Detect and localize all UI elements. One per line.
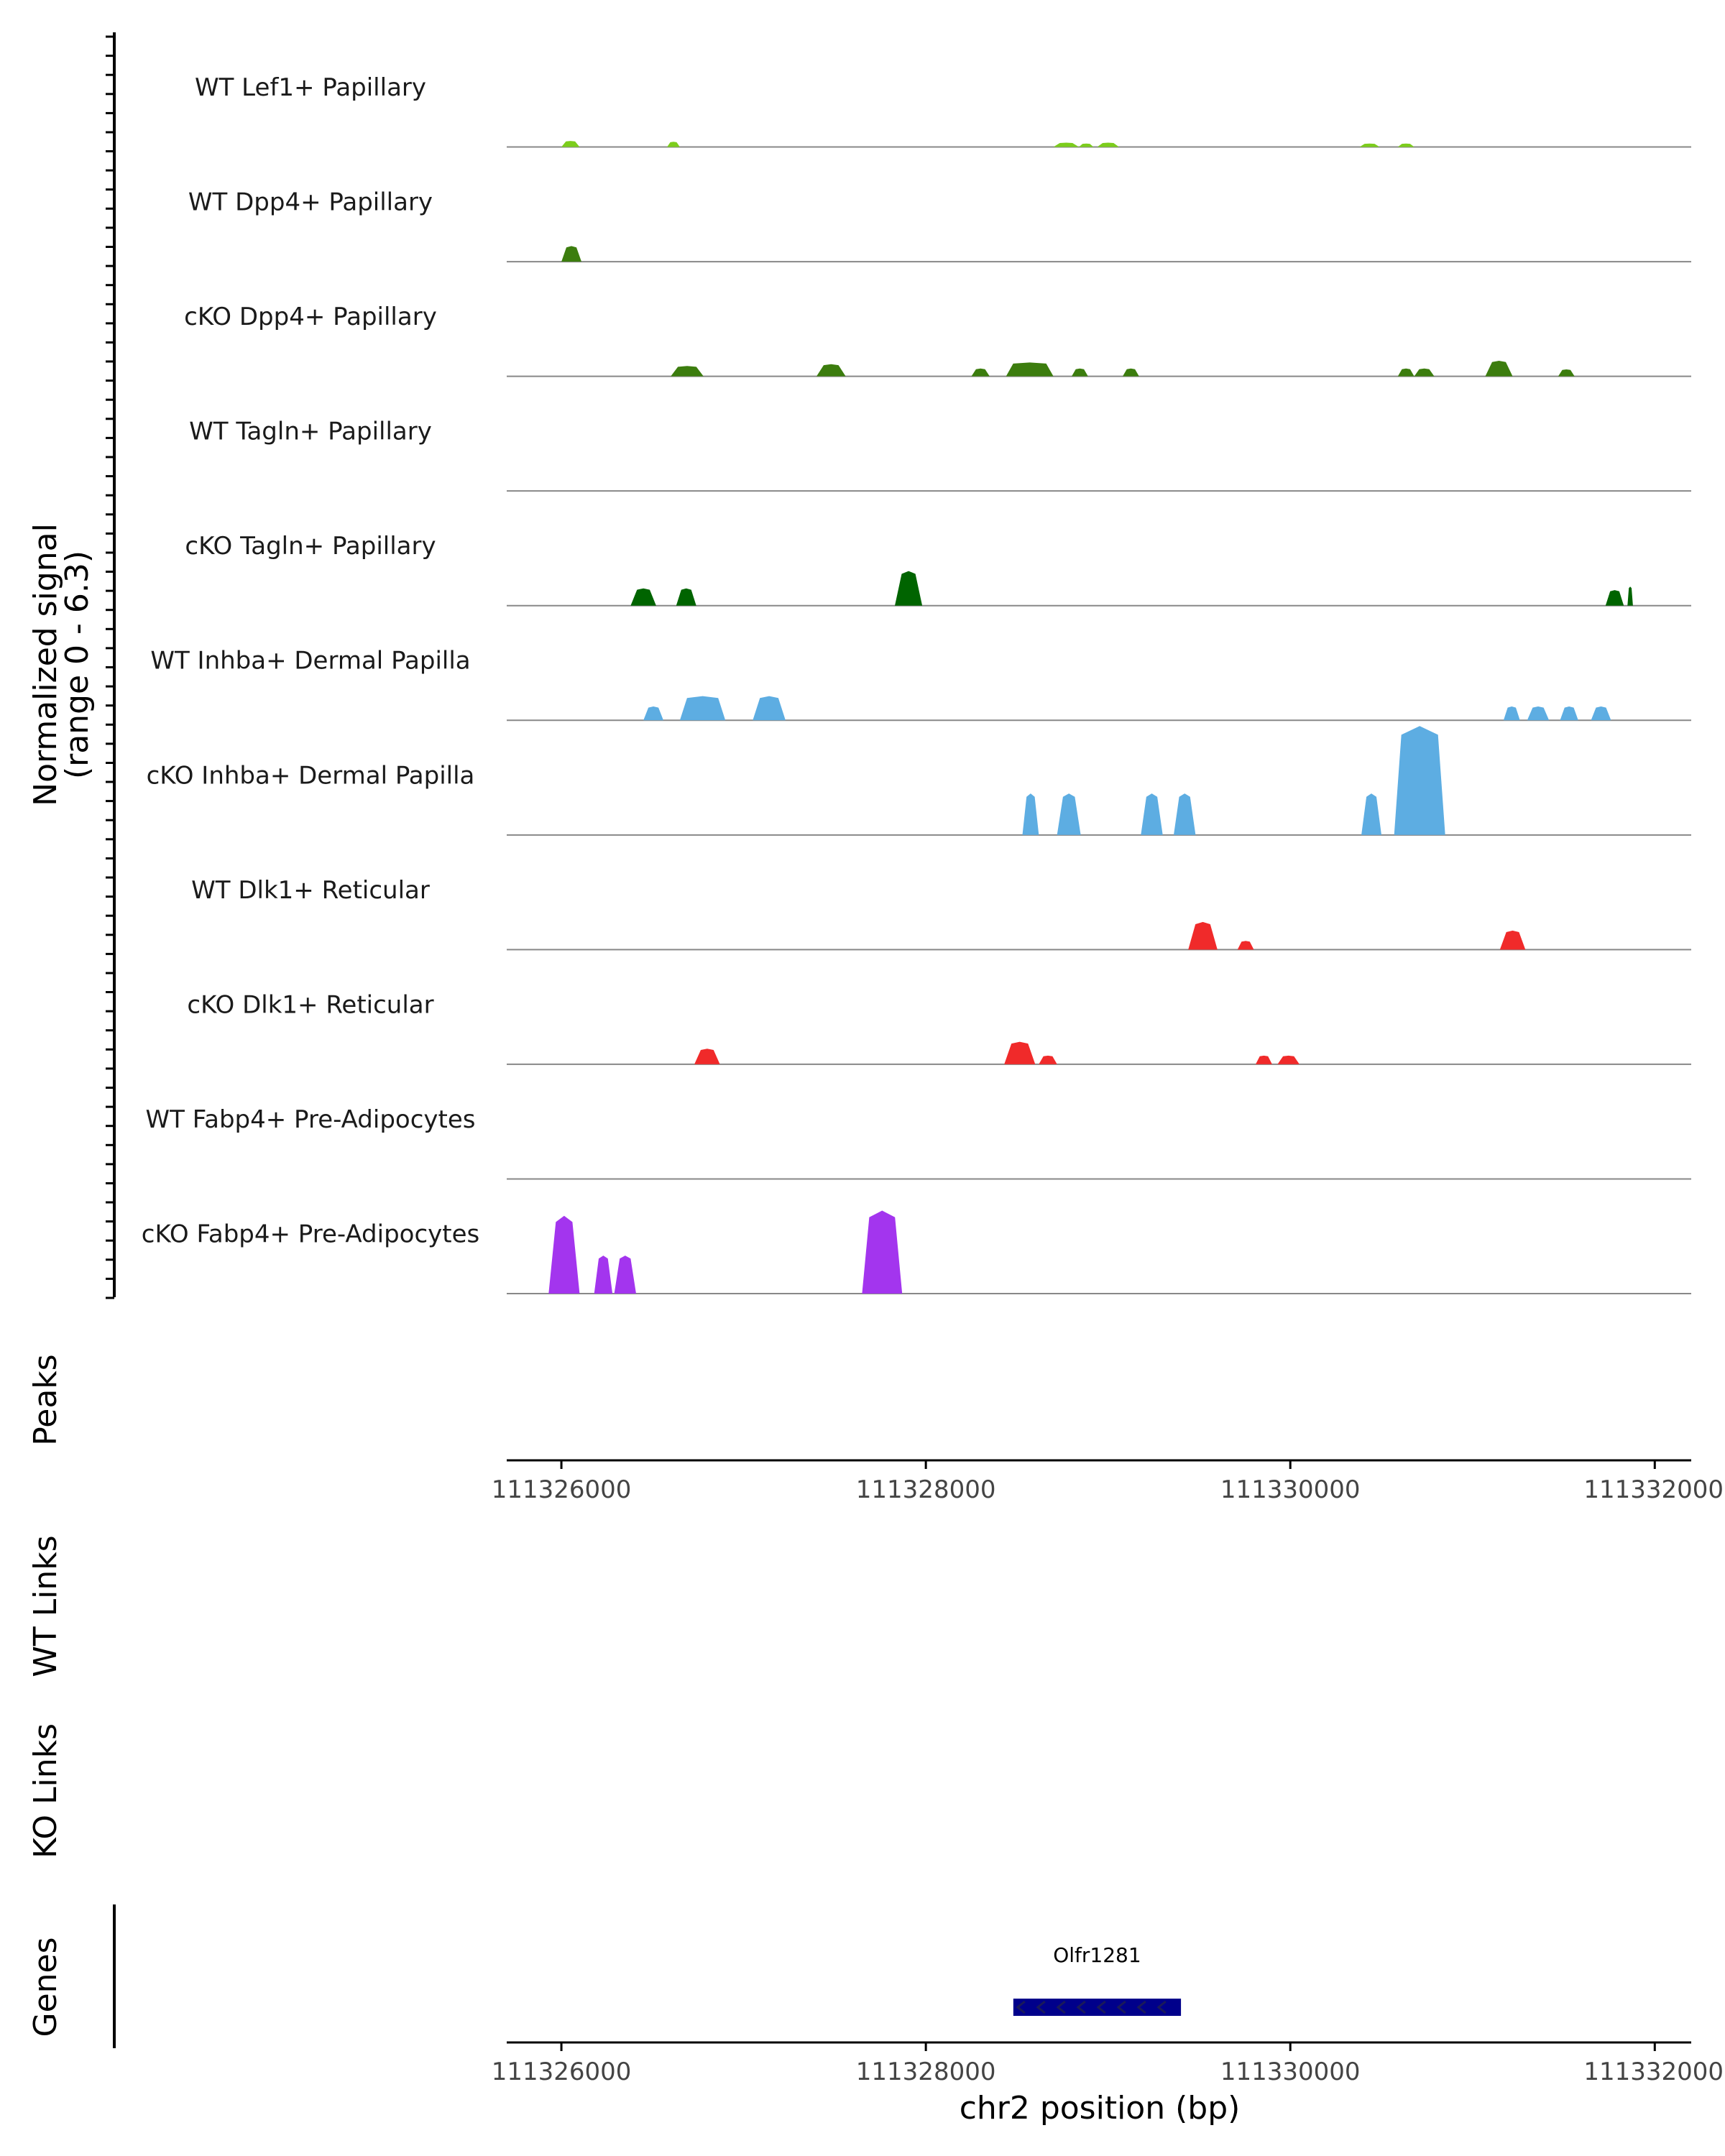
coverage-peak xyxy=(676,588,696,606)
x-tick-label: 111328000 xyxy=(856,2058,996,2086)
x-tick-label: 111330000 xyxy=(1220,2058,1361,2086)
coverage-peak xyxy=(643,706,663,721)
coverage-peak xyxy=(667,142,680,147)
track-label: WT Dlk1+ Reticular xyxy=(191,876,430,905)
coverage-peak xyxy=(694,1049,720,1064)
track-7: WT Dlk1+ Reticular xyxy=(191,876,1691,951)
coverage-peak xyxy=(548,1215,580,1294)
track-label: WT Tagln+ Papillary xyxy=(189,418,432,446)
coverage-peak xyxy=(895,571,923,606)
coverage-peak xyxy=(971,368,990,377)
coverage-peak xyxy=(1022,793,1039,835)
coverage-peak xyxy=(1006,362,1054,377)
track-label: cKO Dlk1+ Reticular xyxy=(187,990,433,1019)
coverage-peak xyxy=(1053,142,1080,147)
track-1: WT Dpp4+ Papillary xyxy=(188,188,1691,263)
gene-label: Olfr1281 xyxy=(1053,1943,1141,1967)
coverage-peak xyxy=(816,364,846,377)
coverage-peak xyxy=(561,246,581,262)
coverage-peak xyxy=(1256,1055,1272,1064)
position-axis-top: 111326000 111328000 111330000 111332000 xyxy=(492,1459,1724,1504)
wt-links-track-label: WT Links xyxy=(27,1535,64,1677)
coverage-peak xyxy=(1188,921,1218,950)
x-axis-label: chr2 position (bp) xyxy=(960,2090,1241,2127)
x-tick-label: 111330000 xyxy=(1220,1475,1361,1504)
coverage-peak xyxy=(614,1256,636,1294)
track-5: WT Inhba+ Dermal Papilla xyxy=(150,647,1691,722)
coverage-peak xyxy=(1079,143,1094,147)
coverage-peak xyxy=(1560,706,1578,721)
coverage-peak xyxy=(1591,706,1611,721)
coverage-peak xyxy=(1558,369,1575,377)
genes-track-label: Genes xyxy=(27,1937,64,2037)
track-label: cKO Fabp4+ Pre-Adipocytes xyxy=(142,1220,480,1248)
track-2: cKO Dpp4+ Papillary xyxy=(184,303,1691,377)
position-axis-bottom: 111326000 111328000 111330000 111332000 xyxy=(492,2041,1724,2086)
track-label: WT Inhba+ Dermal Papilla xyxy=(150,647,470,676)
coverage-peak xyxy=(1097,142,1119,147)
track-0: WT Lef1+ Papillary xyxy=(195,73,1691,148)
coverage-peak xyxy=(671,366,704,377)
coverage-peak xyxy=(1485,361,1513,377)
coverage-peak xyxy=(1527,706,1550,721)
coverage-peak xyxy=(1359,143,1380,147)
signal-y-axis xyxy=(106,32,116,1299)
coverage-peak xyxy=(1123,368,1139,377)
x-tick-label: 111326000 xyxy=(492,1475,632,1504)
track-label: WT Lef1+ Papillary xyxy=(195,73,426,102)
coverage-peak xyxy=(594,1256,613,1294)
coverage-tracks: WT Lef1+ Papillary WT Dpp4+ Papillary cKO … xyxy=(142,73,1691,1294)
coverage-peak xyxy=(1397,143,1414,147)
track-6: cKO Inhba+ Dermal Papilla xyxy=(147,726,1691,836)
track-10: cKO Fabp4+ Pre-Adipocytes xyxy=(142,1210,1691,1294)
coverage-peak xyxy=(1072,368,1088,377)
gene-track: Olfr1281 xyxy=(1013,1943,1182,2016)
coverage-peak xyxy=(1414,368,1435,377)
y-axis-ticks xyxy=(106,35,114,1299)
coverage-peak xyxy=(1039,1055,1057,1064)
track-label: cKO Inhba+ Dermal Papilla xyxy=(147,761,475,790)
coverage-peak xyxy=(862,1210,903,1294)
track-label: cKO Dpp4+ Papillary xyxy=(184,303,437,331)
coverage-peak xyxy=(1361,793,1381,835)
track-3: WT Tagln+ Papillary xyxy=(189,418,1691,492)
coverage-peak xyxy=(630,588,656,606)
track-9: WT Fabp4+ Pre-Adipocytes xyxy=(146,1105,1691,1180)
coverage-peak xyxy=(1605,590,1624,606)
coverage-peak xyxy=(1503,706,1520,721)
coverage-peak xyxy=(1277,1055,1300,1064)
track-label: cKO Tagln+ Papillary xyxy=(185,532,436,561)
track-8: cKO Dlk1+ Reticular xyxy=(187,990,1691,1065)
coverage-peak xyxy=(561,141,580,147)
peaks-track-label: Peaks xyxy=(27,1354,64,1445)
x-tick-label: 111328000 xyxy=(856,1475,996,1504)
coverage-peak xyxy=(1627,586,1633,606)
x-tick-label: 111332000 xyxy=(1583,2058,1724,2086)
coverage-peak xyxy=(1237,941,1254,950)
track-label: WT Dpp4+ Papillary xyxy=(188,188,433,217)
coverage-peak xyxy=(1397,368,1414,377)
coverage-peak xyxy=(1141,793,1163,835)
coverage-peak xyxy=(1394,726,1445,835)
coverage-peak xyxy=(1174,793,1196,835)
ko-links-track-label: KO Links xyxy=(27,1723,64,1858)
x-tick-label: 111332000 xyxy=(1583,1475,1724,1504)
x-tick-label: 111326000 xyxy=(492,2058,632,2086)
track-4: cKO Tagln+ Papillary xyxy=(185,532,1691,607)
y-axis-label-line2: (range 0 - 6.3) xyxy=(59,550,96,779)
y-axis-label-line1: Normalized signal xyxy=(27,523,64,806)
coverage-peak xyxy=(753,696,786,721)
coverage-peak xyxy=(679,696,726,721)
coverage-peak xyxy=(1499,930,1526,950)
coverage-peak xyxy=(1057,793,1081,835)
coverage-peak xyxy=(1004,1041,1036,1064)
track-label: WT Fabp4+ Pre-Adipocytes xyxy=(146,1105,476,1134)
gene-strand-arrows xyxy=(1016,2000,1167,2014)
